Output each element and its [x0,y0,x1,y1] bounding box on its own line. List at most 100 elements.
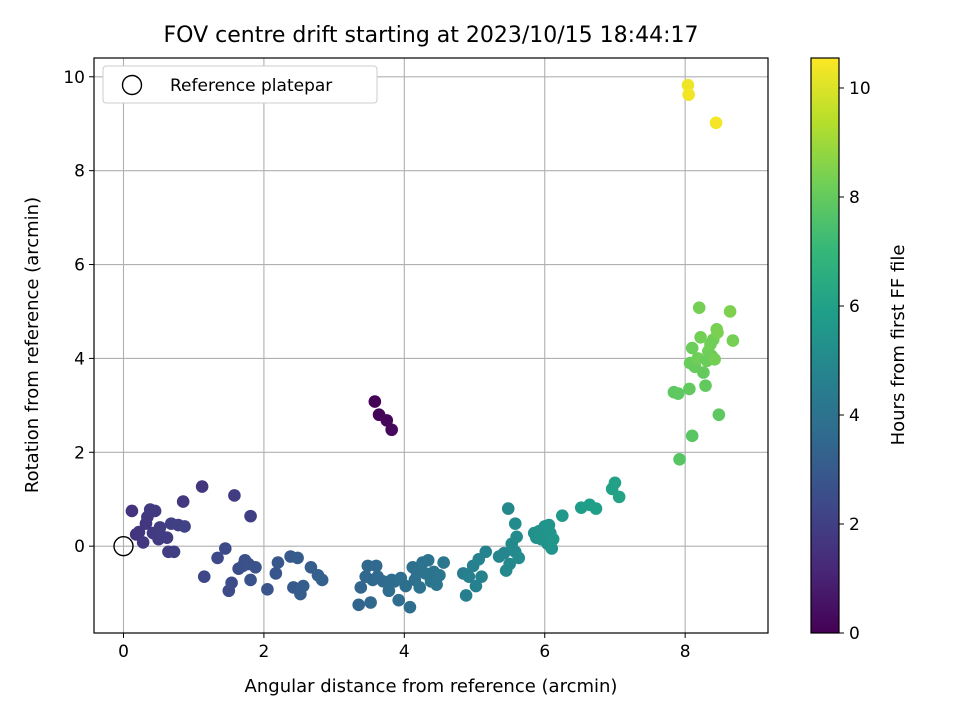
data-point [382,584,396,598]
data-point [712,408,726,422]
data-point [403,600,417,614]
data-point [296,579,310,593]
data-point [148,504,162,518]
data-point [510,530,523,544]
grid-lines [94,58,768,633]
data-point [671,387,685,400]
data-point [364,596,377,609]
data-point [681,78,695,92]
colorbar-tick-label: 2 [849,515,860,535]
data-point [160,531,174,545]
data-point [249,560,262,574]
data-point [195,480,209,493]
data-point [546,532,560,546]
data-point [589,502,603,515]
data-point [132,525,146,539]
data-point [178,520,191,533]
legend-label: Reference platepar [170,76,332,96]
data-point [555,509,569,522]
data-point [352,598,365,612]
colorbar-tick-label: 8 [849,188,860,208]
data-point [211,551,224,565]
data-point [176,495,190,508]
data-point [261,583,274,596]
data-point [225,576,238,590]
data-point [709,116,723,130]
data-point [228,489,241,502]
data-point [685,429,699,443]
data-point [399,579,413,593]
data-point [612,490,626,504]
data-point [699,379,712,392]
data-point [711,326,724,339]
x-axis-label: Angular distance from reference (arcmin) [245,676,618,697]
data-point [462,570,476,583]
y-tick-label: 10 [63,68,85,88]
data-point [244,509,257,523]
data-point [479,545,493,559]
data-point [503,557,516,571]
data-point [291,551,304,565]
data-point [197,570,211,583]
colorbar-tick-label: 6 [849,297,860,317]
data-point [512,551,526,565]
data-point [459,589,473,602]
y-tick-label: 4 [74,349,85,369]
data-point [697,366,710,379]
legend: Reference platepar [102,65,378,104]
data-point [708,353,721,366]
data-point [167,545,181,559]
data-point [683,382,696,396]
colorbar: 0 2 4 6 8 10 Hours from first FF file [810,57,909,644]
data-point [271,556,285,569]
colorbar-label: Hours from first FF file [888,245,909,446]
colorbar-tick-label: 10 [849,79,871,99]
y-tick-label: 0 [74,537,85,557]
data-point [380,414,394,427]
data-point [244,573,257,587]
colorbar-fill [811,58,839,633]
y-tick-label: 8 [74,162,85,182]
data-point [682,88,695,101]
data-point [354,581,368,594]
legend-marker-open-circle [121,74,143,96]
y-tick-label: 2 [74,443,85,463]
data-point [315,573,329,587]
x-tick-label: 2 [258,642,269,662]
data-point [385,423,398,437]
y-tick-label: 6 [74,256,85,276]
data-point [685,341,699,355]
colorbar-tick-label: 4 [849,406,860,426]
data-point [673,453,686,466]
data-point [469,579,483,593]
data-point [125,504,139,518]
data-point [497,546,511,560]
data-points [113,78,740,614]
data-point [269,567,283,580]
data-point [723,305,737,318]
data-point [392,593,406,607]
x-tick-label: 6 [539,642,550,662]
legend-box [102,65,378,104]
axis-ticks: 0 2 4 6 8 0 2 4 6 8 10 [63,68,690,662]
chart-title: FOV centre drift starting at 2023/10/15 … [164,23,699,48]
x-tick-label: 0 [118,642,129,662]
data-point [433,568,446,582]
data-point [475,570,488,583]
data-point [368,395,382,408]
colorbar-tick-label: 0 [849,624,860,644]
colorbar-frame [810,57,840,634]
data-point [437,556,450,569]
data-point [692,301,706,315]
data-point [501,502,515,515]
data-point [369,559,383,573]
y-axis-label: Rotation from reference (arcmin) [22,197,43,493]
data-point [421,553,435,567]
x-tick-label: 4 [399,642,410,662]
plot-area-frame [93,57,769,634]
data-point [694,330,707,344]
data-point [413,581,427,594]
data-point [545,542,559,555]
